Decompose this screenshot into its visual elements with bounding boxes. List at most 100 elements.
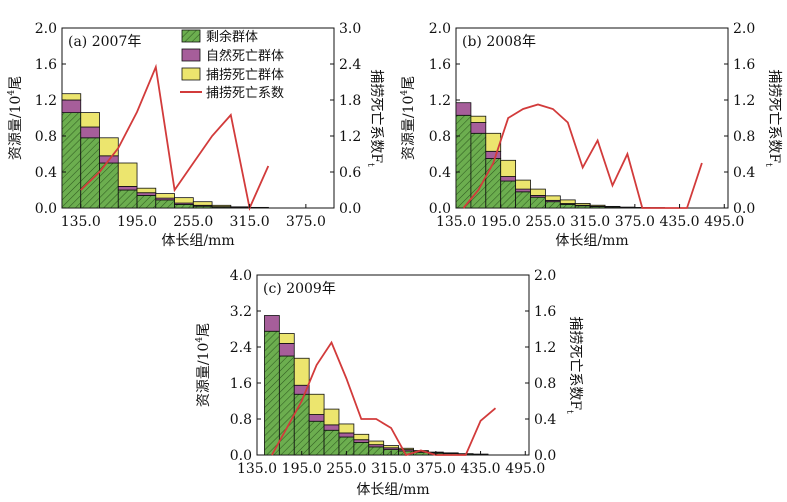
y2-tick-label-b-3: 1.2 xyxy=(733,93,755,109)
panel-a-y2-ticks: 0.0 0.6 1.2 1.8 2.4 3.0 xyxy=(330,21,361,217)
x-tick-label-b-0: 135.0 xyxy=(436,214,476,230)
bar-fishing-a-8 xyxy=(211,204,232,208)
bar-natural-b-3 xyxy=(500,176,517,182)
panel-c-y2-axis-label: 捕捞死亡系数Ft xyxy=(564,316,583,414)
panel-b-y-axis-label: 资源量/104尾 xyxy=(400,76,417,160)
bar-remaining-c-1 xyxy=(278,355,295,456)
bar-remaining-a-3 xyxy=(117,189,138,209)
bar-fishing-a-5 xyxy=(155,193,175,199)
panel-b-y-ticks: 0.0 0.4 0.8 1.2 1.6 2.0 xyxy=(429,21,460,217)
bar-remaining-b-2 xyxy=(485,158,502,209)
bar-fishing-a-0 xyxy=(61,93,82,101)
legend-label-remaining: 剩余群体 xyxy=(206,29,258,45)
x-tick-label-c-5: 435.0 xyxy=(461,461,501,477)
bar-remaining-a-6 xyxy=(174,203,194,209)
bar-natural-c-1 xyxy=(278,342,295,357)
bar-remaining-b-6 xyxy=(545,201,561,209)
y2-tick-label-c-0: 0.0 xyxy=(534,448,556,464)
bar-fishing-c-2 xyxy=(293,357,310,386)
panel-b-bars xyxy=(455,102,666,209)
bar-fishing-b-9 xyxy=(589,204,606,207)
y-tick-label-c-4: 3.2 xyxy=(230,304,252,320)
panel-a-bars xyxy=(61,93,269,209)
panel-b-coef-line xyxy=(462,103,703,209)
panel-c-title: (c) 2009年 xyxy=(263,281,336,297)
bar-remaining-b-5 xyxy=(530,196,546,209)
x-tick-label-c-6: 495.0 xyxy=(505,461,545,477)
legend: 剩余群体 自然死亡群体 捕捞死亡群体 捕捞死亡系数 xyxy=(180,29,284,101)
bar-natural-a-0 xyxy=(61,99,82,114)
panel-a-y2-axis-label: 捕捞死亡系数Ft xyxy=(365,69,384,167)
x-tick-label-c-1: 195.0 xyxy=(282,461,322,477)
bar-fishing-b-7 xyxy=(559,199,576,204)
bar-natural-b-1 xyxy=(470,122,487,134)
bar-natural-c-0 xyxy=(264,315,280,332)
x-tick-label-b-6: 495.0 xyxy=(704,214,744,230)
y2-tick-label-c-2: 0.8 xyxy=(534,376,556,392)
y2-tick-label-c-5: 2.0 xyxy=(534,268,556,284)
bar-remaining-b-0 xyxy=(455,114,472,209)
panel-c-y-ticks: 0.0 0.8 1.6 2.4 3.2 4.0 xyxy=(230,268,261,464)
panel-c-bars xyxy=(264,315,489,456)
y2-tick-label-a-4: 2.4 xyxy=(339,57,361,73)
panel-a-x-ticks: 135.0 195.0 255.0 315.0 375.0 xyxy=(61,204,326,230)
y-tick-label-a-0: 0.0 xyxy=(35,201,57,217)
panel-a: 0.0 0.4 0.8 1.2 1.6 2.0 0.0 0.6 1.2 1.8 2.4 3.0 13… xyxy=(7,21,384,249)
bar-natural-b-2 xyxy=(485,150,502,159)
legend-label-natural: 自然死亡群体 xyxy=(206,48,284,64)
x-tick-label-c-4: 375.0 xyxy=(416,461,456,477)
y-tick-label-c-1: 0.8 xyxy=(230,412,252,428)
bar-natural-b-4 xyxy=(515,188,531,193)
bar-fishing-a-2 xyxy=(99,137,119,157)
bar-remaining-b-3 xyxy=(500,180,517,209)
panel-a-x-axis-label: 体长组/mm xyxy=(161,233,234,249)
y2-tick-label-c-4: 1.6 xyxy=(534,304,556,320)
legend-swatch-fishing xyxy=(181,67,201,81)
bar-natural-c-3 xyxy=(308,414,325,422)
bar-fishing-b-5 xyxy=(530,188,546,196)
panel-c: 0.0 0.8 1.6 2.4 3.2 4.0 0.0 0.4 0.8 1.2 1.6 2.0 13… xyxy=(195,268,583,498)
panel-a-title: (a) 2007年 xyxy=(68,34,141,50)
bar-remaining-a-1 xyxy=(80,137,100,209)
bar-natural-a-4 xyxy=(136,192,157,196)
y2-tick-label-a-3: 1.8 xyxy=(339,93,361,109)
coef-line-b xyxy=(462,103,703,209)
panel-c-y2-ticks: 0.0 0.4 0.8 1.2 1.6 2.0 xyxy=(525,268,556,464)
bar-fishing-b-8 xyxy=(574,203,591,206)
y-tick-label-a-4: 1.6 xyxy=(35,57,57,73)
bar-remaining-b-7 xyxy=(559,203,576,209)
x-tick-label-b-4: 375.0 xyxy=(615,214,655,230)
y2-tick-label-a-2: 1.2 xyxy=(339,129,361,145)
bar-fishing-a-3 xyxy=(117,162,138,187)
bar-fishing-c-9 xyxy=(398,447,414,451)
panel-b-y2-ticks: 0.0 0.4 0.8 1.2 1.6 2.0 xyxy=(724,21,755,217)
bar-natural-c-5 xyxy=(338,432,355,438)
panel-b-y2-axis-label: 捕捞死亡系数Ft xyxy=(763,69,782,167)
panel-a-y-ticks: 0.0 0.4 0.8 1.2 1.6 2.0 xyxy=(35,21,66,217)
y-tick-label-b-5: 2.0 xyxy=(429,21,451,37)
legend-swatch-remaining xyxy=(181,29,201,43)
legend-swatch-natural xyxy=(181,48,201,62)
bar-fishing-c-8 xyxy=(383,445,399,449)
y2-tick-label-b-0: 0.0 xyxy=(733,201,755,217)
y2-tick-label-b-5: 2.0 xyxy=(733,21,755,37)
y-tick-label-a-5: 2.0 xyxy=(35,21,57,37)
x-tick-label-c-3: 315.0 xyxy=(371,461,411,477)
bar-remaining-a-4 xyxy=(136,194,157,209)
y2-tick-label-b-2: 0.8 xyxy=(733,129,755,145)
bar-fishing-b-6 xyxy=(545,195,561,201)
y-tick-label-a-3: 1.2 xyxy=(35,93,57,109)
bar-remaining-a-0 xyxy=(61,112,82,209)
y-tick-label-c-0: 0.0 xyxy=(230,448,252,464)
bar-natural-a-3 xyxy=(117,185,138,191)
y-tick-label-c-3: 2.4 xyxy=(230,340,252,356)
bar-fishing-c-3 xyxy=(308,393,325,415)
bar-fishing-a-7 xyxy=(192,201,213,206)
y-tick-label-c-2: 1.6 xyxy=(230,376,252,392)
x-tick-label-b-3: 315.0 xyxy=(570,214,610,230)
bar-remaining-c-6 xyxy=(353,441,370,456)
legend-label-fishing: 捕捞死亡群体 xyxy=(206,67,284,83)
bar-remaining-a-5 xyxy=(155,199,175,209)
bar-remaining-c-4 xyxy=(323,429,340,456)
